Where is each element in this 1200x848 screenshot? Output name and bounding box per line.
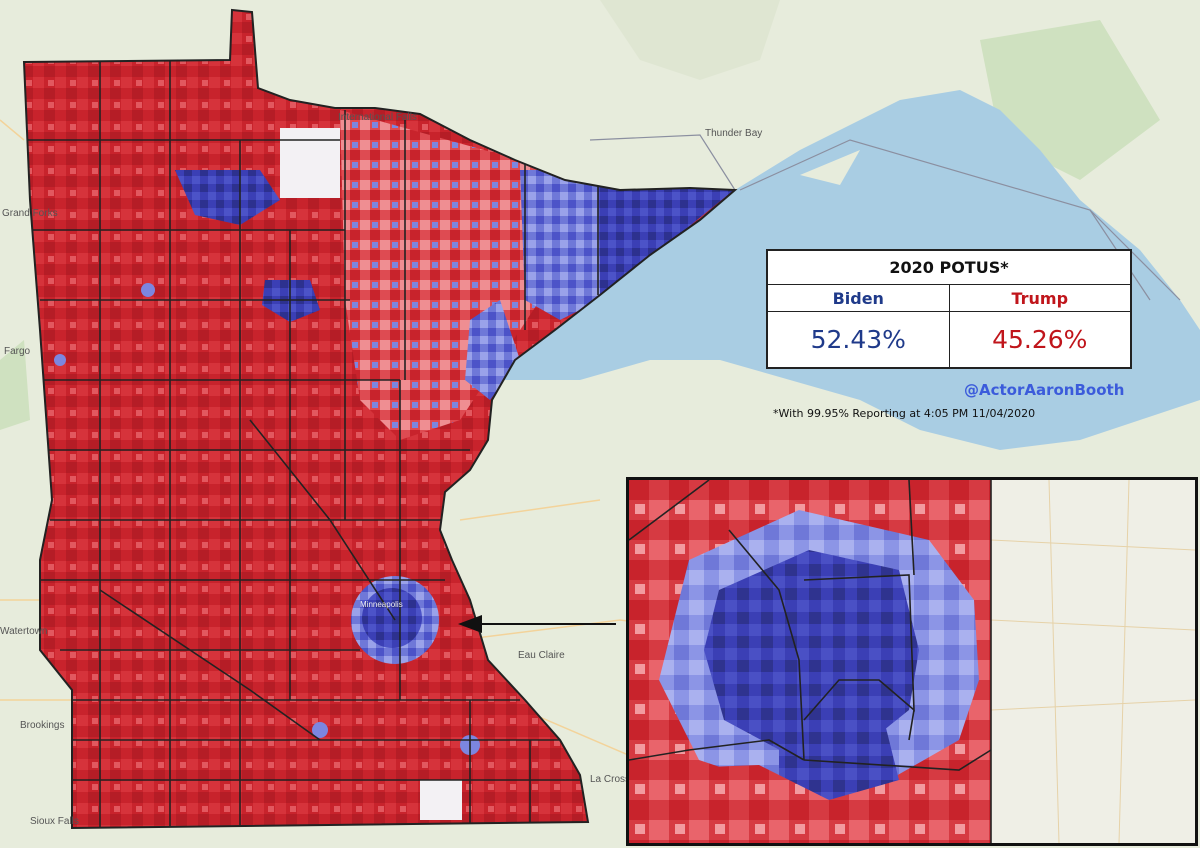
results-title: 2020 POTUS* xyxy=(768,251,1130,285)
place-label-minneapolis: Minneapolis xyxy=(360,600,403,609)
place-label-eau-claire: Eau Claire xyxy=(518,650,565,661)
place-label-thunder-bay: Thunder Bay xyxy=(705,128,763,139)
candidate-pct-row: 52.43% 45.26% xyxy=(768,312,1130,368)
reporting-footnote: *With 99.95% Reporting at 4:05 PM 11/04/… xyxy=(773,407,1036,420)
results-panel: 2020 POTUS* Biden Trump 52.43% 45.26% xyxy=(766,249,1132,369)
dem-candidate-name: Biden xyxy=(768,285,949,312)
place-label-watertown: Watertown xyxy=(0,626,48,637)
place-label-fargo: Fargo xyxy=(4,346,31,357)
candidate-names-row: Biden Trump xyxy=(768,285,1130,312)
author-handle: @ActorAaronBooth xyxy=(964,381,1125,399)
place-label-grand-forks: Grand Forks xyxy=(2,208,58,219)
metro-inset-map[interactable] xyxy=(626,477,1198,846)
place-label-sioux-falls: Sioux Falls xyxy=(30,816,79,827)
metro-inset-svg xyxy=(629,480,1195,843)
dem-candidate-pct: 52.43% xyxy=(810,325,906,354)
place-label-la-crosse: La Crosse xyxy=(590,774,636,785)
place-label-international-falls: International Falls xyxy=(338,112,417,123)
rep-candidate-name: Trump xyxy=(948,285,1130,312)
place-label-brookings: Brookings xyxy=(20,720,65,731)
rep-candidate-pct: 45.26% xyxy=(948,312,1131,368)
inset-pointer-arrow xyxy=(458,615,616,633)
